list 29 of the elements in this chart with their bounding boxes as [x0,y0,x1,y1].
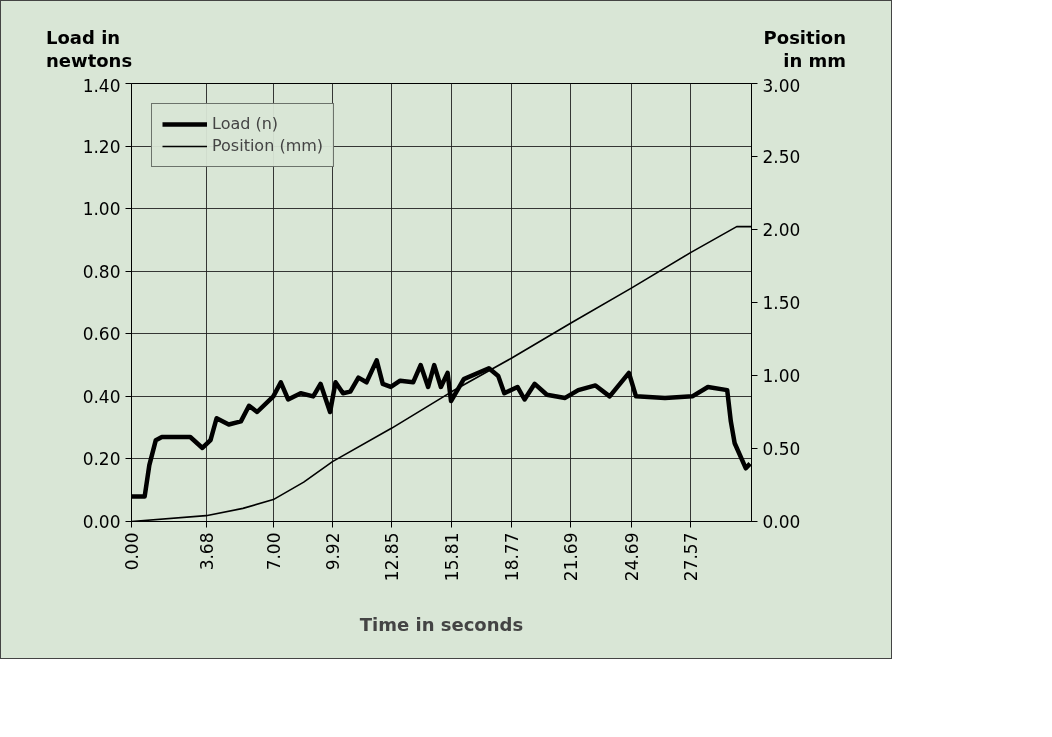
y2-tick-label: 3.00 [762,75,801,96]
x-axis-title: Time in seconds [359,613,524,635]
x-tick-label: 7.00 [263,532,284,571]
y2-tick-label: 2.50 [762,146,801,167]
y2-tick-label: 1.00 [762,365,801,386]
y-axis-title: Load in newtons [46,26,133,73]
y-tick-label: 0.80 [82,261,121,282]
y-tick-label: 1.40 [82,75,121,96]
y-tick-label: 0.20 [82,449,121,470]
x-tick-label: 3.68 [196,532,217,571]
y-tick-label: 0.00 [82,511,121,532]
x-tick-label: 9.92 [322,532,343,571]
y2-axis-title: Position in mm [763,26,846,73]
y2-tick-label: 1.50 [762,292,801,313]
y-tick-label: 0.40 [82,386,121,407]
x-tick-label: 15.81 [442,532,463,581]
y-tick-label: 1.20 [82,136,121,157]
legend-label: Position (mm) [212,136,324,156]
y-tick-label: 0.60 [82,324,121,345]
y2-tick-label: 0.50 [762,438,801,459]
y2-tick-label: 0.00 [762,511,801,532]
x-tick-label: 18.77 [502,532,523,581]
legend-label: Load (n) [212,114,279,134]
x-tick-label: 27.57 [680,532,701,581]
x-tick-label: 21.69 [561,532,582,581]
x-tick-label: 12.85 [382,532,403,581]
x-tick-label: 24.69 [622,532,643,581]
y-tick-label: 1.00 [82,198,121,219]
y2-tick-label: 2.00 [762,219,801,240]
